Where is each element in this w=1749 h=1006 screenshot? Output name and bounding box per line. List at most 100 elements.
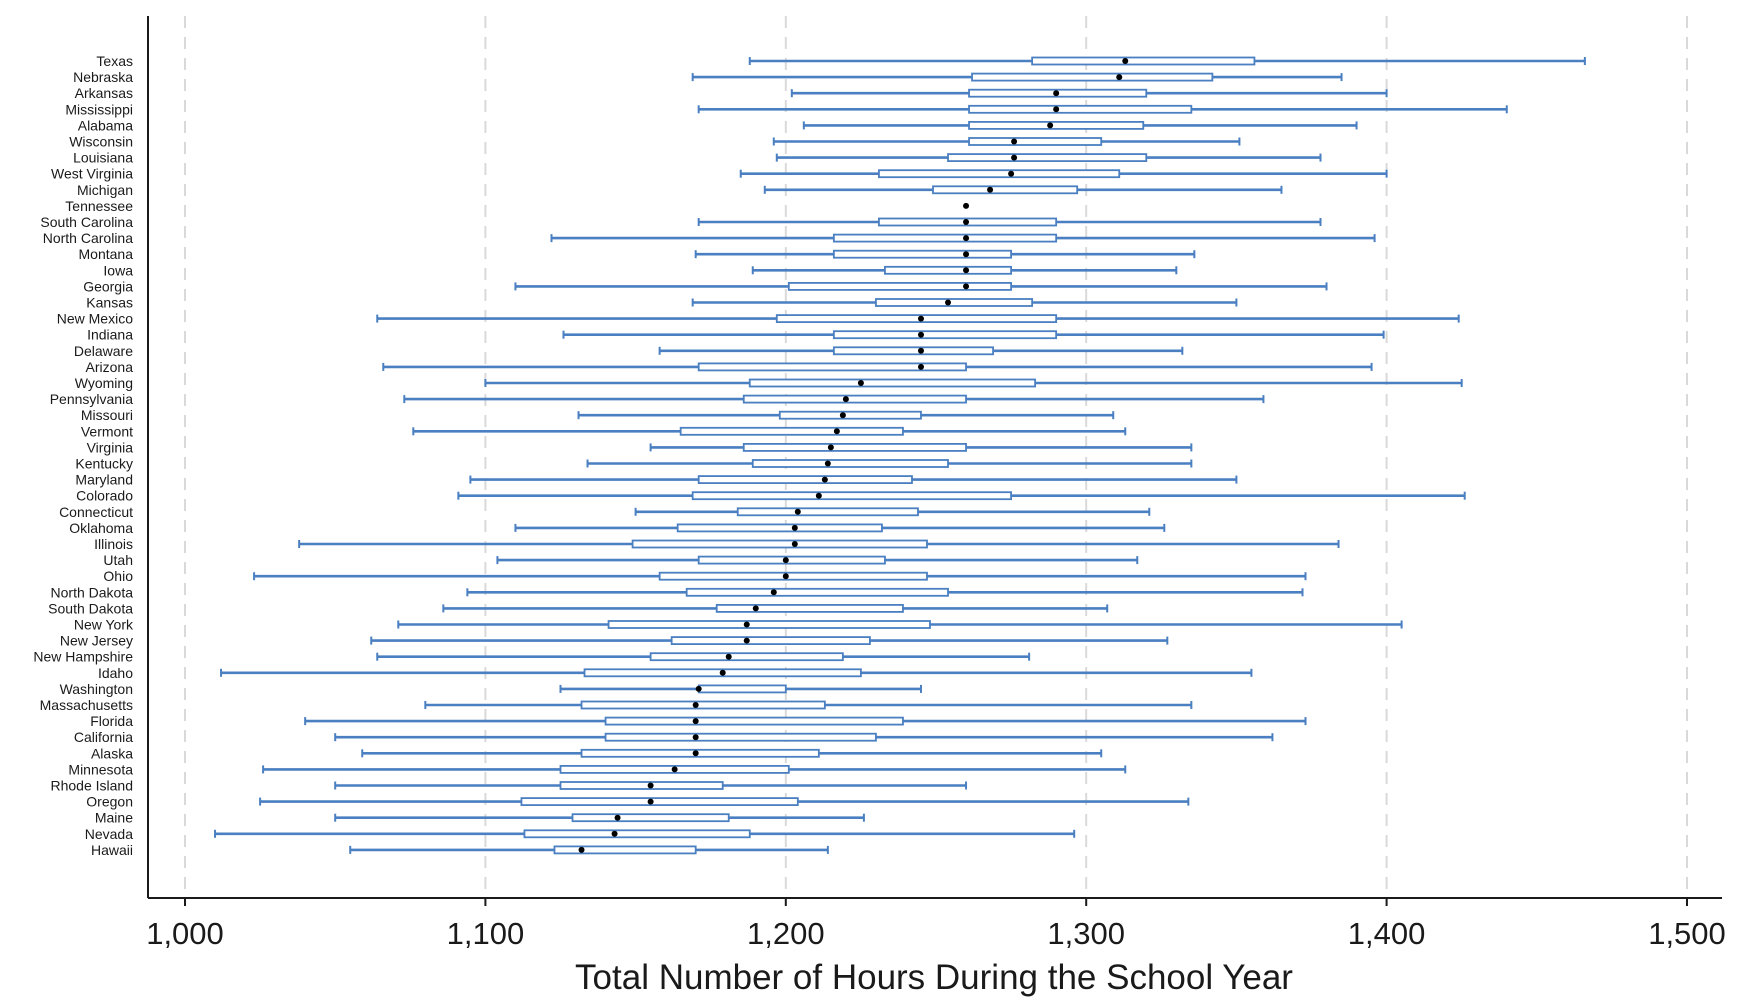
box-minnesota (262, 765, 1127, 774)
median-marker (857, 380, 864, 386)
iqr-box (604, 732, 877, 742)
iqr-box (697, 555, 886, 565)
state-label: Minnesota (68, 761, 133, 777)
iqr-box (778, 410, 922, 420)
box-oregon (259, 797, 1190, 806)
median-marker (821, 476, 828, 483)
median-marker (1116, 74, 1123, 81)
state-label: Alaska (91, 745, 133, 761)
state-label: Massachusetts (40, 697, 133, 713)
iqr-box (878, 169, 1121, 179)
x-tick-label: 1,200 (747, 916, 825, 951)
box-iowa (751, 265, 1178, 275)
box-kentucky (586, 459, 1193, 468)
state-label: Vermont (81, 423, 133, 439)
median-marker (1053, 90, 1060, 97)
state-label: Hawaii (91, 842, 133, 858)
iqr-box (875, 298, 1034, 307)
state-label: Connecticut (59, 504, 133, 520)
median-marker (692, 718, 699, 725)
state-label: Louisiana (73, 150, 133, 166)
median-marker (1047, 122, 1054, 129)
box-montana (694, 249, 1196, 259)
iqr-box (580, 700, 826, 710)
box-louisiana (775, 153, 1322, 163)
box-alabama (802, 121, 1358, 130)
state-label: Missouri (81, 407, 133, 423)
state-label: Kansas (86, 295, 133, 311)
iqr-box (742, 394, 967, 404)
median-marker (917, 363, 924, 370)
state-label: Delaware (74, 343, 133, 359)
iqr-box (832, 249, 1013, 259)
x-tick-label: 1,400 (1348, 916, 1426, 951)
median-marker (1008, 170, 1015, 177)
iqr-box (697, 475, 913, 485)
box-missouri (577, 410, 1115, 420)
iqr-box (775, 314, 1058, 324)
state-label: Ohio (103, 568, 133, 584)
median-marker (752, 605, 759, 612)
state-labels: TexasNebraskaArkansasMississippiAlabamaW… (33, 53, 134, 858)
box-utah (496, 555, 1139, 565)
box-new-hampshire (376, 652, 1031, 662)
median-marker (1053, 106, 1060, 113)
state-label: South Carolina (40, 214, 133, 230)
box-vermont (412, 426, 1127, 436)
median-marker (791, 524, 798, 531)
iqr-box (748, 378, 1037, 388)
median-marker (692, 702, 699, 708)
box-indiana (562, 330, 1385, 340)
x-axis-title: Total Number of Hours During the School … (575, 958, 1293, 997)
median-marker (770, 589, 777, 596)
median-marker (692, 734, 699, 741)
median-marker (963, 251, 970, 258)
iqr-box (832, 330, 1058, 340)
state-label: Alabama (78, 117, 133, 133)
state-label: Montana (79, 246, 134, 262)
box-new-york (397, 620, 1403, 629)
median-marker (695, 685, 702, 692)
median-marker (963, 219, 970, 225)
state-label: Nebraska (73, 69, 133, 85)
iqr-box (553, 845, 697, 855)
median-marker (647, 798, 654, 805)
box-north-dakota (466, 587, 1304, 597)
box-virginia (649, 442, 1193, 452)
iqr-box (971, 72, 1214, 82)
median-marker (815, 492, 822, 499)
state-label: North Dakota (51, 584, 134, 600)
x-tick-label: 1,500 (1648, 916, 1726, 951)
state-label: Georgia (83, 278, 133, 294)
boxes (214, 56, 1586, 855)
box-tennessee (963, 202, 970, 209)
state-label: California (74, 729, 133, 745)
median-marker (963, 267, 970, 274)
state-label: Colorado (76, 488, 133, 504)
state-label: Maine (95, 810, 133, 826)
box-illinois (298, 539, 1340, 549)
iqr-box (571, 813, 730, 823)
box-rhode-island (334, 781, 968, 790)
state-label: Arkansas (75, 85, 133, 101)
median-marker (824, 460, 831, 467)
axes (147, 16, 1722, 899)
iqr-box (604, 716, 904, 726)
box-south-dakota (442, 604, 1109, 613)
median-marker (945, 299, 952, 306)
state-label: Indiana (87, 327, 133, 343)
box-michigan (763, 185, 1283, 195)
iqr-box (658, 571, 928, 581)
state-label: Tennessee (65, 198, 133, 214)
iqr-box (715, 604, 904, 613)
x-ticks: 1,000 1,100 1,200 1,300 1,400 1,500 (146, 898, 1726, 951)
median-marker (743, 621, 750, 628)
box-nevada (214, 829, 1076, 839)
median-marker (827, 444, 834, 451)
iqr-box (580, 748, 820, 758)
box-kansas (691, 298, 1238, 307)
iqr-box (559, 781, 724, 790)
state-label: Florida (90, 713, 133, 729)
iqr-box (787, 281, 1013, 291)
state-label: Texas (96, 53, 133, 69)
